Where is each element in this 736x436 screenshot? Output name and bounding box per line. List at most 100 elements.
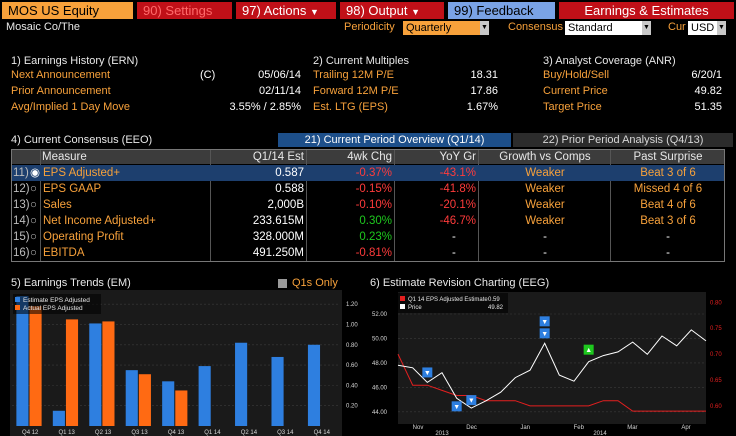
output-label: 98) Output [346, 3, 408, 18]
security-field[interactable]: MOS US Equity [2, 2, 133, 19]
consensus-value: Standard [568, 22, 613, 34]
currency-label: Cur [668, 21, 686, 33]
current-multiples-title: 2) Current Multiples [313, 55, 409, 67]
estimate-value: 0.587 [275, 167, 304, 179]
y-tick-label: 48.00 [372, 361, 388, 367]
table-row[interactable]: 11) ◉ EPS Adjusted+ 0.587 -0.37% -43.1% … [12, 165, 724, 181]
radio-icon[interactable]: ○ [30, 215, 37, 227]
yoy-value: -41.8% [439, 183, 476, 195]
row-index: 14) [13, 215, 30, 227]
eh-flag-0: (C) [200, 69, 216, 81]
actual-bar[interactable] [138, 374, 151, 426]
legend: Q1 14 EPS Adjusted Estimate 0.59 Price 4… [398, 293, 508, 313]
actual-bar[interactable] [29, 306, 42, 426]
eh-label-0: Next Announcement [11, 69, 111, 81]
company-name: Mosaic Co/The [6, 21, 80, 33]
row-index: 16) [13, 247, 30, 259]
radio-icon[interactable]: ○ [30, 247, 37, 259]
growth-value: Weaker [525, 215, 565, 227]
actual-bar[interactable] [102, 321, 115, 426]
radio-icon[interactable]: ○ [30, 231, 37, 243]
column-divider [306, 150, 307, 261]
estimate-bar[interactable] [271, 356, 284, 426]
table-row[interactable]: 14) ○ Net Income Adjusted+ 233.615M 0.30… [12, 213, 724, 229]
y-tick-label: 1.00 [346, 322, 358, 328]
downgrade-marker[interactable]: ▼ [466, 395, 477, 406]
table-row[interactable]: 15) ○ Operating Profit 328.000M 0.23% - … [12, 229, 724, 245]
growth-value: Weaker [525, 167, 565, 179]
estimate-bar[interactable] [198, 366, 211, 426]
estimate-bar[interactable] [162, 381, 175, 426]
upgrade-marker[interactable]: ▲ [583, 344, 594, 355]
yoy-value: -46.7% [439, 215, 476, 227]
analyst-coverage-title[interactable]: 3) Analyst Coverage (ANR) [543, 55, 676, 67]
radio-icon[interactable]: ○ [30, 199, 37, 211]
row-index: 11) [13, 167, 29, 179]
row-index: 15) [13, 231, 30, 243]
actual-bar[interactable] [65, 319, 79, 426]
actions-label: 97) Actions [242, 3, 307, 18]
estimate-value: 2,000B [267, 199, 304, 211]
column-divider [610, 150, 611, 261]
toolbar: MOS US Equity 90) Settings 97) Actions ▼… [0, 0, 736, 20]
surprise-value: - [666, 231, 670, 243]
col-growth-vs-comps[interactable]: Growth vs Comps [480, 150, 610, 164]
surprise-value: - [666, 247, 670, 259]
q1s-only-checkbox[interactable] [278, 279, 287, 288]
y-tick-label: 0.20 [346, 404, 358, 410]
radio-selected-icon[interactable]: ◉ [30, 167, 41, 179]
estimate-bar[interactable] [307, 344, 321, 426]
legend-swatch [15, 305, 20, 310]
estimate-bar[interactable] [125, 370, 138, 426]
yoy-value: - [452, 247, 456, 259]
surprise-value: Beat 3 of 6 [640, 215, 696, 227]
table-row[interactable]: 12) ○ EPS GAAP 0.588 -0.15% -41.8% Weake… [12, 181, 724, 197]
surprise-value: Beat 4 of 6 [640, 199, 696, 211]
downgrade-marker[interactable]: ▼ [539, 316, 550, 327]
estimate-bar[interactable] [16, 296, 29, 426]
estimate-bar[interactable] [235, 342, 248, 426]
consensus-select[interactable]: Standard ▼ [565, 21, 651, 35]
estimate-bar[interactable] [52, 410, 65, 426]
measure-name: EBITDA [43, 247, 85, 259]
tab-current-period[interactable]: 21) Current Period Overview (Q1/14) [278, 133, 511, 147]
col-past-surprise[interactable]: Past Surprise [612, 150, 724, 164]
output-button[interactable]: 98) Output ▼ [340, 2, 444, 19]
downgrade-marker[interactable]: ▼ [539, 328, 550, 339]
current-consensus-title[interactable]: 4) Current Consensus (EEO) [11, 134, 153, 146]
earnings-history-title[interactable]: 1) Earnings History (ERN) [11, 55, 139, 67]
earnings-trends-title[interactable]: 5) Earnings Trends (EM) [11, 277, 131, 289]
x-tick-label: Apr [681, 425, 690, 431]
table-row[interactable]: 13) ○ Sales 2,000B -0.10% -20.1% Weaker … [12, 197, 724, 213]
estimate-bar[interactable] [89, 323, 102, 426]
q1s-only-label: Q1s Only [292, 277, 338, 289]
currency-select[interactable]: USD ▼ [688, 21, 726, 35]
col-4wk-chg[interactable]: 4wk Chg [308, 150, 392, 164]
eh-value-0: 05/06/14 [258, 69, 301, 81]
growth-value: - [543, 231, 547, 243]
tab-prior-period[interactable]: 22) Prior Period Analysis (Q4/13) [513, 133, 733, 147]
feedback-button[interactable]: 99) Feedback [448, 2, 555, 19]
col-measure[interactable]: Measure [42, 150, 212, 164]
estimate-revision-title[interactable]: 6) Estimate Revision Charting (EEG) [370, 277, 550, 289]
table-row[interactable]: 16) ○ EBITDA 491.250M -0.81% - - - [12, 245, 724, 261]
eh-value-1: 02/11/14 [258, 85, 301, 97]
downgrade-marker[interactable]: ▼ [422, 367, 433, 378]
column-divider [40, 150, 41, 261]
estimate-value: 0.588 [275, 183, 304, 195]
column-divider [394, 150, 395, 261]
periodicity-label: Periodicity [344, 21, 395, 33]
actual-bar[interactable] [175, 390, 188, 426]
eh-label-1: Prior Announcement [11, 85, 111, 97]
row-index: 13) [13, 199, 30, 211]
x-tick-label: Mar [627, 425, 637, 431]
col-estimate[interactable]: Q1/14 Est [212, 150, 304, 164]
settings-button[interactable]: 90) Settings [137, 2, 232, 19]
radio-icon[interactable]: ○ [30, 183, 37, 195]
x-tick-label: Q2 14 [241, 430, 258, 436]
y2-tick-label: 0.70 [710, 352, 722, 358]
col-yoy-gr[interactable]: YoY Gr [396, 150, 476, 164]
periodicity-select[interactable]: Quarterly ▼ [403, 21, 489, 35]
downgrade-marker[interactable]: ▼ [451, 401, 462, 412]
actions-button[interactable]: 97) Actions ▼ [236, 2, 336, 19]
